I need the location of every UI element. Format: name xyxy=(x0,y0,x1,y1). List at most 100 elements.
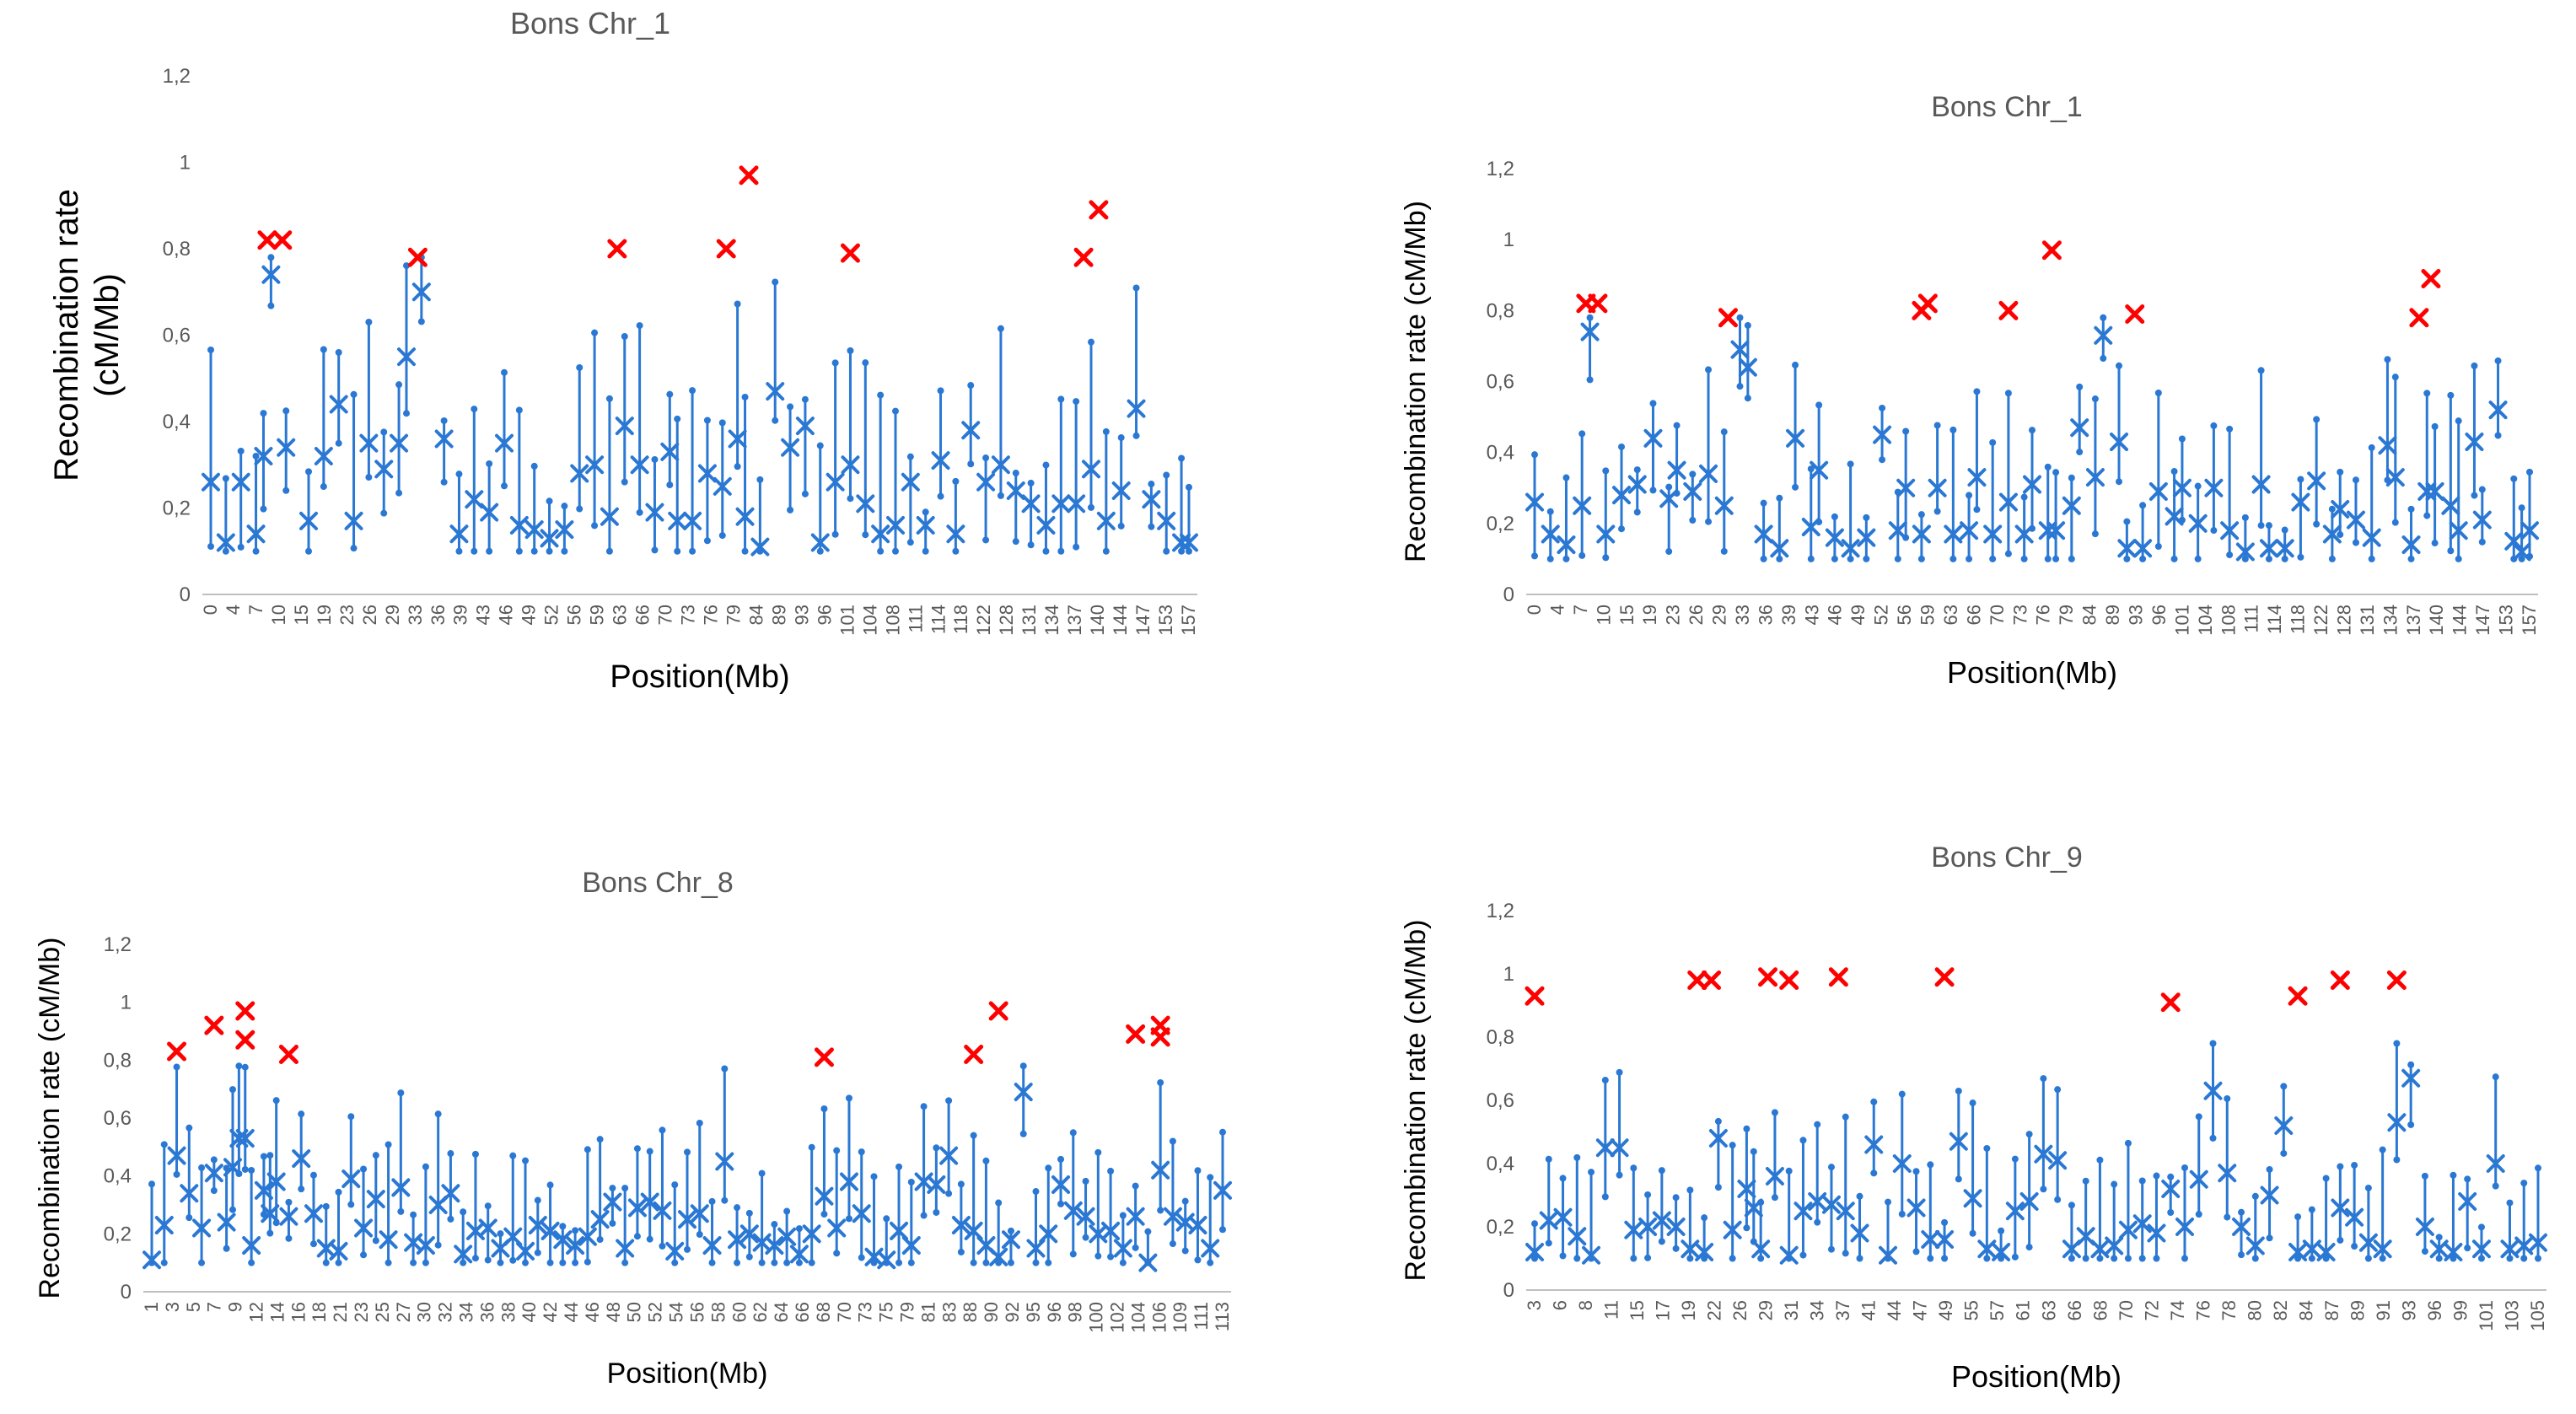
x-tick-label: 131 xyxy=(2357,605,2378,636)
data-point xyxy=(616,1185,635,1266)
data-point xyxy=(279,1198,298,1242)
data-point xyxy=(1906,1168,1926,1255)
x-tick-label: 68 xyxy=(2089,1300,2111,1320)
x-tick-label: 103 xyxy=(2501,1300,2522,1331)
x-tick-label: 19 xyxy=(1639,605,1660,625)
x-tick-label: 70 xyxy=(1987,605,2008,625)
data-point xyxy=(713,419,732,540)
data-point xyxy=(1568,1153,1587,1262)
data-point xyxy=(2302,1206,2321,1262)
data-point xyxy=(434,417,454,486)
data-point xyxy=(2062,474,2081,562)
data-point xyxy=(1643,400,1663,494)
data-point xyxy=(1624,1164,1643,1262)
outlier-point xyxy=(167,1041,187,1062)
x-axis-label: Position(Mb) xyxy=(1947,655,2117,690)
x-tick-label: 122 xyxy=(973,605,994,636)
data-point xyxy=(1573,430,1592,559)
x-tick-label: 144 xyxy=(1110,605,1131,636)
x-tick-label: 70 xyxy=(834,1302,855,1322)
x-tick-label: 157 xyxy=(1178,605,1199,636)
data-point xyxy=(2161,1173,2181,1216)
data-point xyxy=(1896,427,1916,541)
x-tick-label: 93 xyxy=(2398,1300,2419,1320)
data-point xyxy=(1557,474,1576,562)
data-point xyxy=(2345,1161,2364,1250)
data-point xyxy=(1683,470,1702,524)
data-point xyxy=(2203,1040,2223,1142)
data-point xyxy=(750,476,770,556)
data-point xyxy=(1912,511,1931,562)
x-tick-label: 42 xyxy=(540,1302,561,1322)
data-point xyxy=(2385,374,2405,526)
x-tick-label: 57 xyxy=(1987,1300,2008,1320)
x-tick-label: 7 xyxy=(1570,605,1591,615)
data-point xyxy=(871,391,890,555)
data-point xyxy=(2090,1156,2110,1262)
data-point xyxy=(886,407,905,555)
data-point xyxy=(1888,488,1907,562)
data-point xyxy=(852,1148,871,1261)
data-point xyxy=(180,1124,199,1222)
y-tick-label: 1,2 xyxy=(1487,158,1514,180)
y-tick-label: 0 xyxy=(121,1281,132,1304)
x-tick-label: 153 xyxy=(1155,605,1176,636)
data-point xyxy=(1873,404,1892,464)
data-point xyxy=(2465,362,2484,499)
x-tick-label: 98 xyxy=(1065,1302,1086,1322)
outlier-point xyxy=(1828,967,1848,987)
data-point xyxy=(1892,1090,1912,1218)
x-tick-label: 93 xyxy=(2125,605,2146,625)
data-point xyxy=(2218,1094,2237,1221)
outlier-point xyxy=(1718,308,1738,328)
data-point xyxy=(2232,1208,2251,1259)
data-point xyxy=(528,1196,547,1256)
data-point xyxy=(2094,314,2113,363)
data-point xyxy=(1836,1113,1855,1257)
data-point xyxy=(2172,435,2191,524)
y-tick-label: 0,2 xyxy=(1487,1216,1514,1239)
x-tick-label: 15 xyxy=(1616,605,1638,625)
data-point xyxy=(2401,1061,2421,1128)
x-tick-label: 44 xyxy=(1884,1300,1905,1320)
data-point xyxy=(1928,422,1947,515)
chart-chr9: Bons Chr_9 0 0,2 0,4 0,6 0,8 1 1,2 3 6 8 11 15 17 19 22… xyxy=(1383,835,2563,1408)
data-point xyxy=(765,1221,784,1266)
x-tick-label: 10 xyxy=(268,605,289,625)
y-axis-label: Recombination rate (cM/Mb) xyxy=(34,938,66,1299)
data-point xyxy=(640,1148,659,1243)
data-point xyxy=(1967,388,1987,513)
x-tick-label: 108 xyxy=(882,605,903,636)
outlier-point xyxy=(2041,240,2062,261)
data-point xyxy=(1850,1192,1869,1262)
x-tick-label: 29 xyxy=(1709,605,1730,625)
data-point xyxy=(2512,504,2531,562)
data-point xyxy=(2331,468,2350,539)
data-point xyxy=(390,381,409,497)
data-point xyxy=(2147,1172,2166,1262)
x-tick-label: 14 xyxy=(266,1302,288,1322)
x-tick-label: 52 xyxy=(541,605,562,625)
data-point xyxy=(465,406,484,555)
data-point xyxy=(1082,338,1100,511)
x-tick-label: 88 xyxy=(960,1302,981,1322)
outlier-point xyxy=(2330,970,2350,990)
outlier-point xyxy=(235,1030,255,1050)
data-point xyxy=(2118,1139,2138,1262)
data-point xyxy=(1944,426,1963,562)
data-point xyxy=(2110,362,2129,486)
x-tick-label: 87 xyxy=(2321,1300,2342,1320)
x-tick-label: 95 xyxy=(1023,1302,1044,1322)
x-tick-label: 66 xyxy=(1963,605,1984,625)
data-point xyxy=(555,503,574,555)
data-point xyxy=(2331,1163,2350,1244)
x-tick-label: 79 xyxy=(723,605,744,625)
data-point xyxy=(1667,422,1686,497)
outlier-point xyxy=(1089,200,1109,220)
data-point xyxy=(1188,1167,1207,1264)
data-point xyxy=(254,410,273,513)
data-point xyxy=(802,1143,821,1266)
data-point xyxy=(615,332,634,486)
x-tick-label: 55 xyxy=(1961,1300,1982,1320)
outlier-point xyxy=(204,1015,224,1035)
